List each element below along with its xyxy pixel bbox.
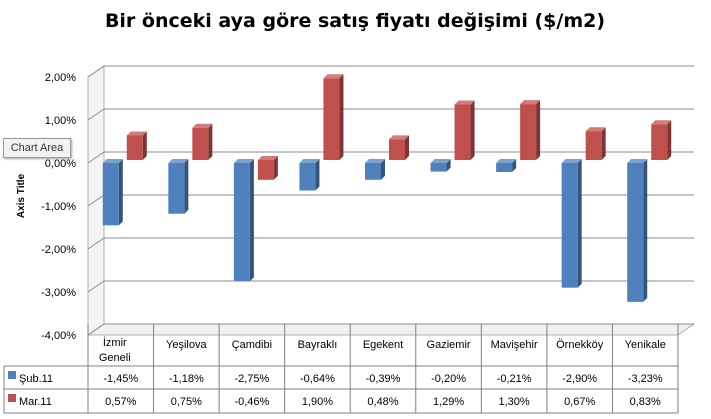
bar-sub11 (102, 159, 123, 226)
data-value-label: -0,64% (300, 373, 335, 385)
data-value-label: 0,67% (564, 396, 595, 408)
gridline (87, 237, 694, 250)
category-label: İzmir (103, 336, 127, 349)
y-tick-label: -1,00% (41, 201, 76, 213)
y-tick-label: 0,00% (45, 158, 76, 170)
bar-sub11 (496, 159, 517, 173)
category-label: Yeşilova (166, 339, 207, 351)
bar-mar11 (454, 100, 475, 160)
data-table: İzmir Geneli Yeşilova Çamdibi Bayraklı Egeken… (3, 324, 679, 414)
bar-sub11 (627, 159, 648, 302)
category-label: Geneli (99, 352, 131, 364)
series-name: Şub.11 (19, 373, 53, 385)
category-label: Çamdibi (232, 339, 272, 351)
bar-mar11 (520, 100, 541, 160)
bar-sub11 (233, 159, 254, 282)
bar-sub11 (430, 159, 451, 172)
data-value-label: -2,90% (562, 373, 597, 385)
data-value-label: -3,23% (628, 373, 663, 385)
legend-key (8, 371, 16, 379)
chart-area-tooltip: Chart Area (3, 138, 71, 158)
bar-mar11 (651, 120, 672, 160)
data-value-label: -0,20% (431, 373, 466, 385)
data-value-label: -0,46% (234, 396, 269, 408)
chart-title: Bir önceki aya göre satış fiyatı değişim… (105, 10, 605, 32)
gridline (87, 65, 694, 78)
data-value-label: 0,48% (367, 396, 398, 408)
y-tick-label: 1,00% (45, 115, 76, 127)
bar-sub11 (168, 159, 189, 214)
data-value-label: 1,29% (433, 396, 464, 408)
category-label: Örnekköy (556, 339, 604, 351)
bar-mar11 (323, 74, 344, 160)
data-value-label: 0,57% (105, 396, 136, 408)
data-value-label: -1,45% (103, 373, 138, 385)
gridline (87, 108, 694, 121)
y-axis: 2,00% 1,00% 0,00% -1,00% -2,00% -3,00% -4,00% (41, 72, 76, 342)
data-value-label: 0,75% (171, 396, 202, 408)
bar-mar11 (126, 131, 147, 160)
gridline (87, 280, 694, 293)
gridline (87, 151, 694, 164)
bar-mar11 (585, 127, 606, 160)
data-value-label: -0,21% (497, 373, 532, 385)
category-label: Bayraklı (298, 339, 338, 351)
data-value-label: 1,30% (499, 396, 530, 408)
data-value-label: -1,18% (169, 373, 204, 385)
y-tick-label: -3,00% (41, 287, 76, 299)
bar-mar11 (192, 123, 213, 160)
y-tick-label: 2,00% (45, 72, 76, 84)
legend-key (8, 394, 16, 402)
category-label: Egekent (363, 339, 403, 351)
data-value-label: -2,75% (234, 373, 269, 385)
y-tick-label: -2,00% (41, 244, 76, 256)
data-value-label: 1,90% (302, 396, 333, 408)
category-label: Gaziemir (427, 339, 471, 351)
category-label: Yenikale (625, 339, 666, 351)
bar-sub11 (365, 159, 385, 180)
category-label: Mavişehir (491, 339, 538, 351)
y-tick-label: -4,00% (41, 330, 76, 342)
plot-area (86, 65, 696, 336)
bar-mar11 (257, 156, 278, 180)
bar-sub11 (299, 159, 320, 191)
series-name: Mar.11 (19, 396, 52, 408)
bar-mar11 (389, 135, 409, 160)
y-axis-title: Axis Title (16, 173, 27, 218)
data-value-label: -0,39% (366, 373, 401, 385)
gridline (87, 323, 694, 336)
floor (86, 323, 696, 336)
bar-sub11 (561, 159, 582, 288)
data-value-label: 0,83% (630, 396, 661, 408)
